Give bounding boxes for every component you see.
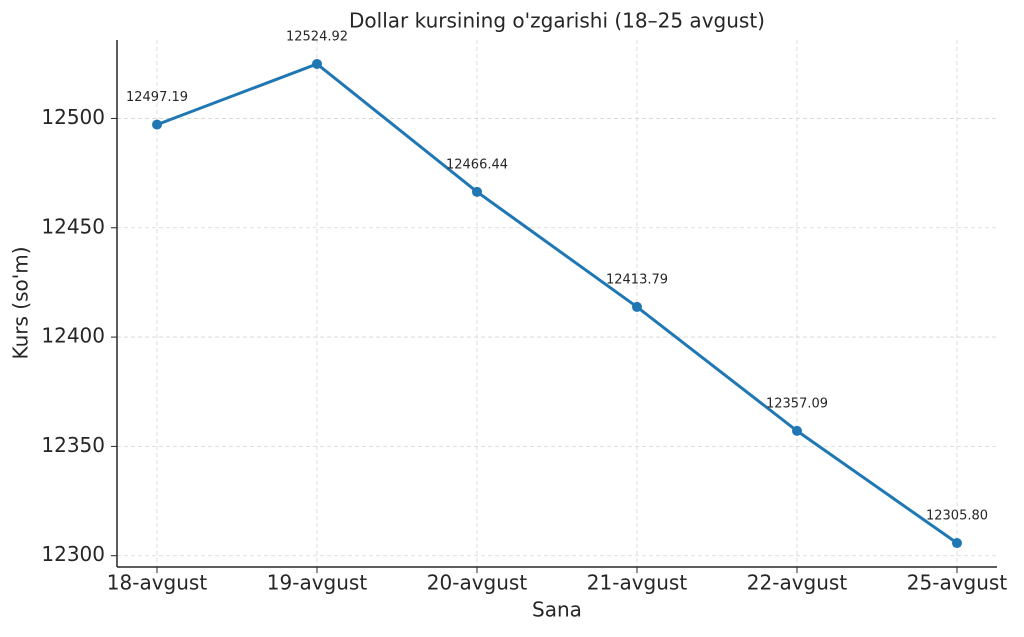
y-tick-label: 12400 [41,324,105,348]
value-label: 12497.19 [126,90,188,105]
value-label: 12305.80 [926,509,988,524]
line [156,62,958,545]
value-label: 12413.79 [606,272,668,287]
x-tick-label: 22-avgust [747,571,848,595]
y-tick-label: 12300 [41,542,105,566]
point [952,538,962,549]
y-tick-label: 12350 [41,433,105,457]
x-tick-label: 19-avgust [267,571,368,595]
point [472,186,482,197]
point [632,301,642,312]
y-tick-label: 12500 [41,105,105,129]
value-label: 12466.44 [446,157,508,172]
x-tick-label: 25-avgust [907,571,1008,595]
y-axis-label: Kurs (so'm) [9,246,33,359]
point [312,58,322,69]
point [792,425,802,436]
y-tick-label: 12450 [41,214,105,238]
value-label: 12357.09 [766,396,828,411]
x-axis-label: Sana [532,598,582,622]
chart-title: Dollar kursining o'zgarishi (18–25 avgus… [349,9,765,33]
point [152,119,162,130]
x-tick-label: 20-avgust [427,571,528,595]
value-label: 12524.92 [286,29,348,44]
x-tick-label: 21-avgust [587,571,688,595]
x-tick-label: 18-avgust [107,571,208,595]
